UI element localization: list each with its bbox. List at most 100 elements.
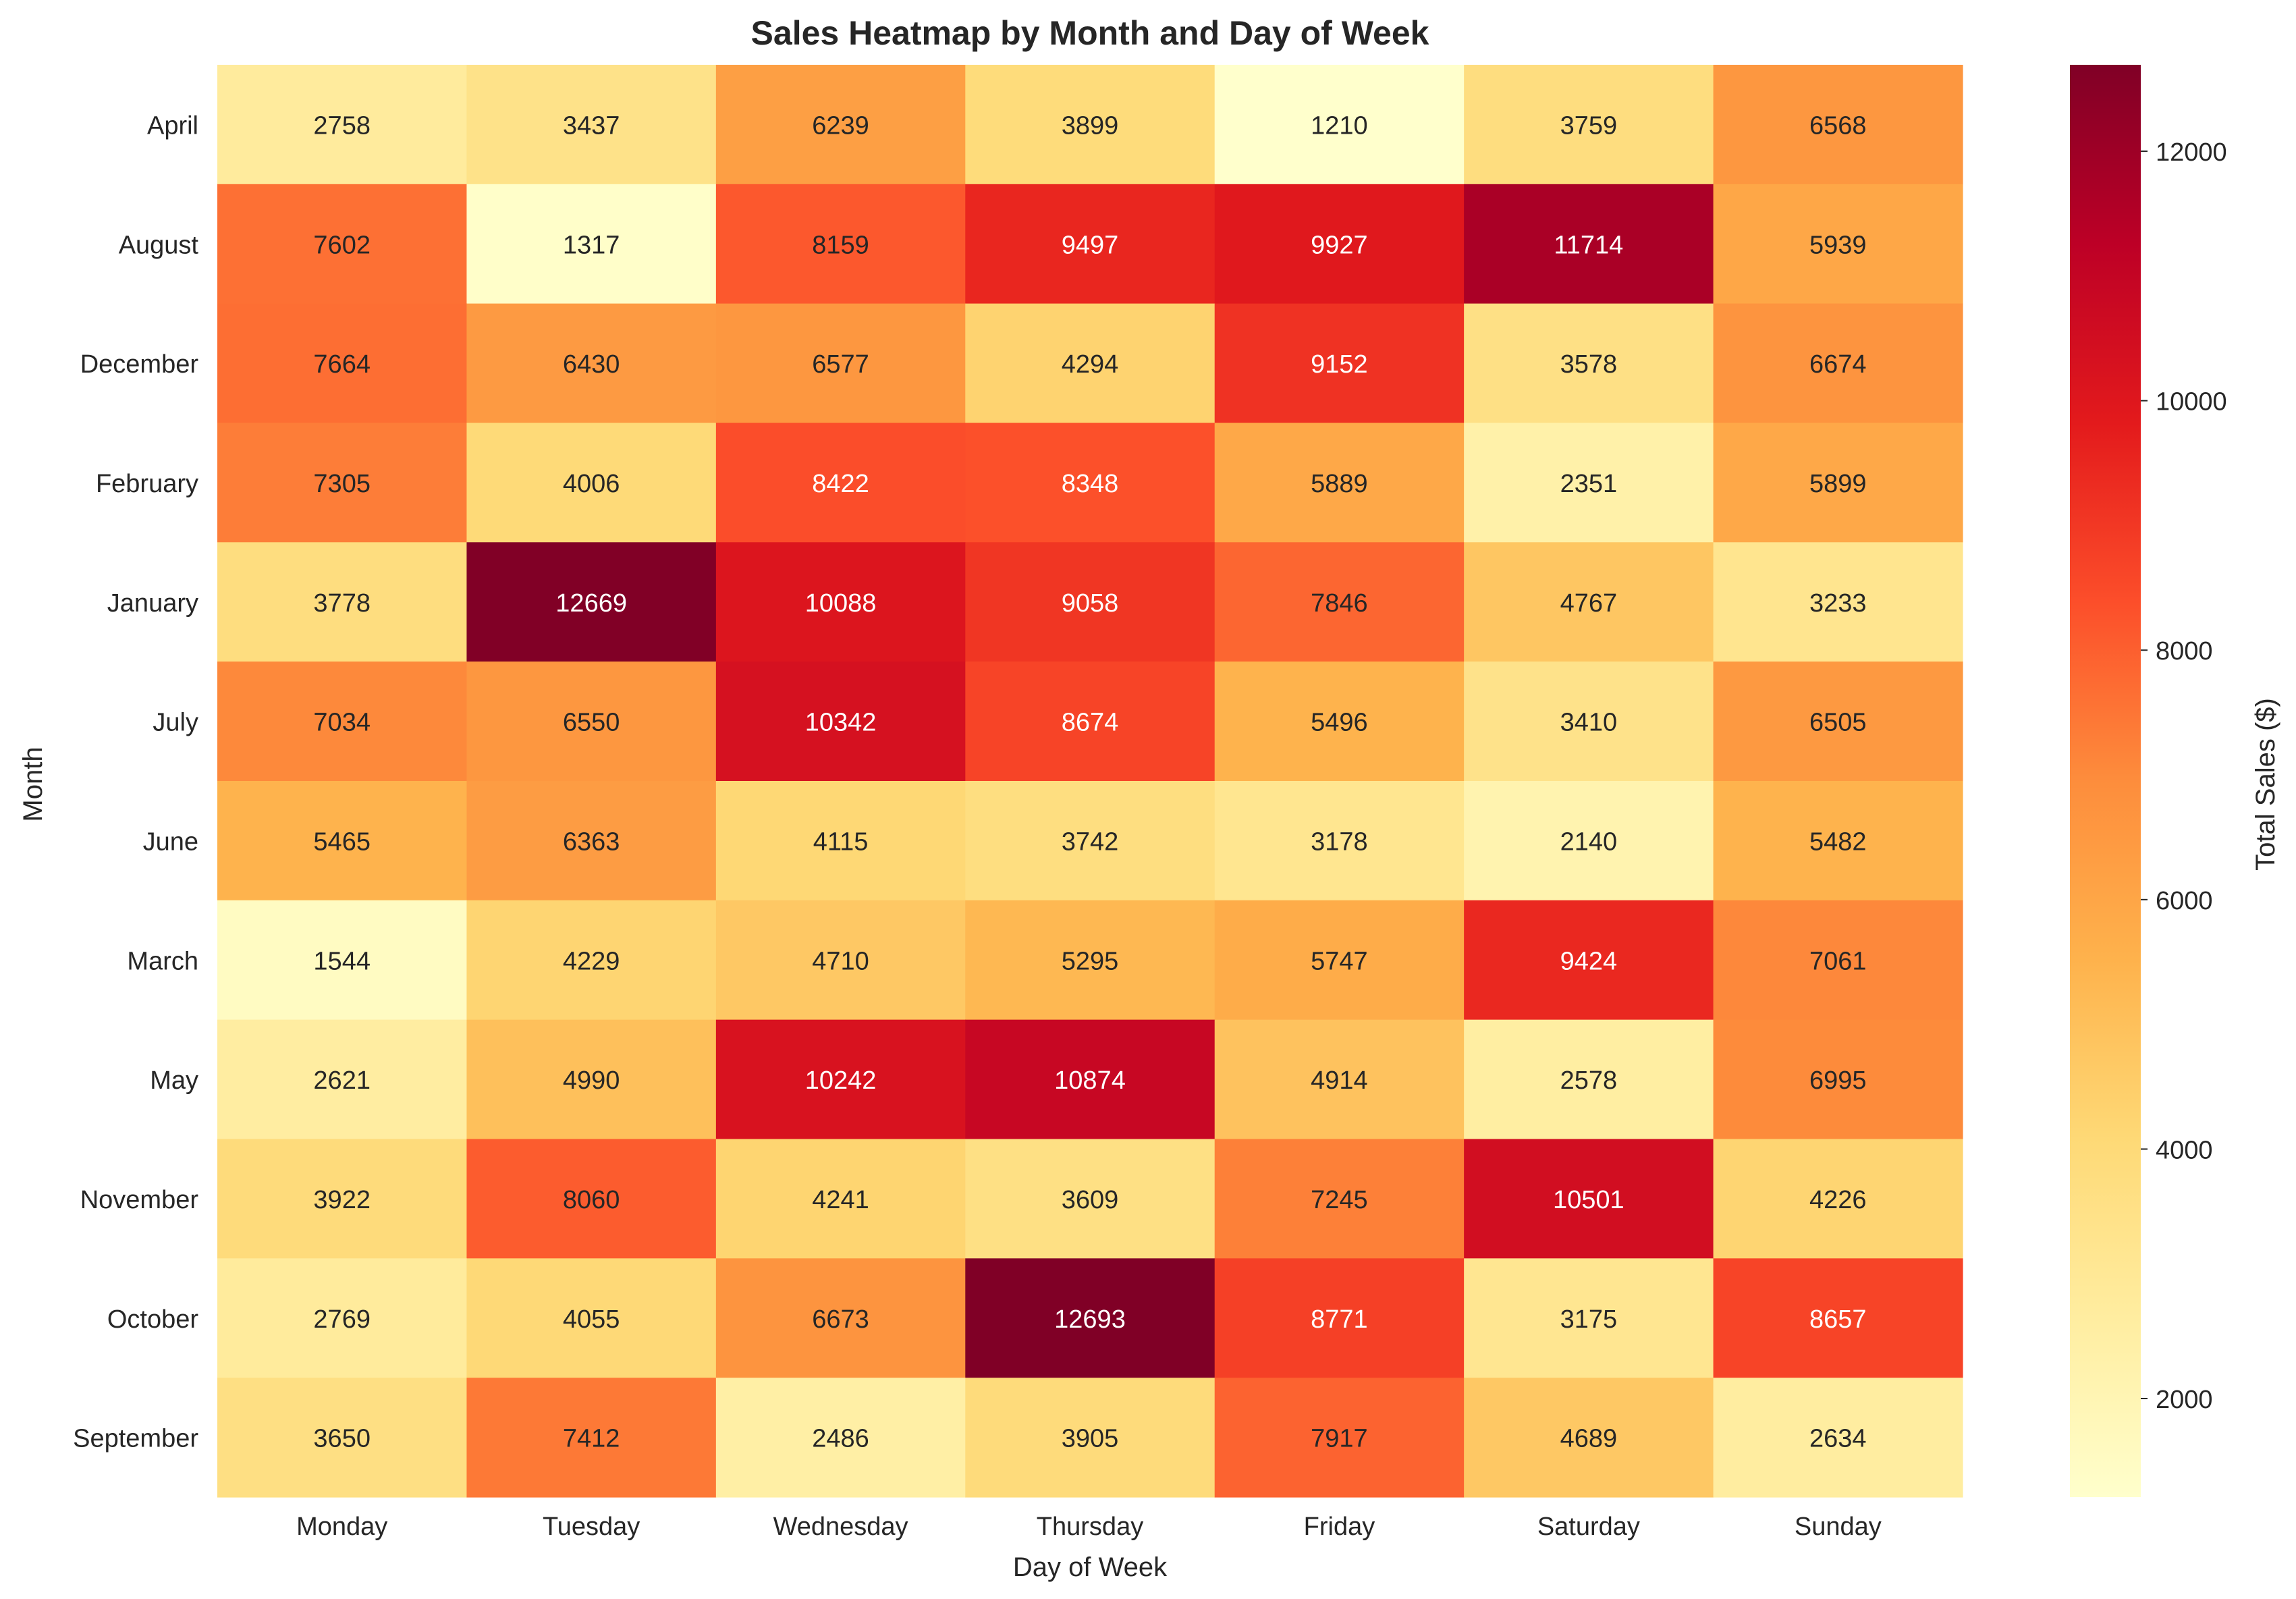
colorbar-tick-label: 12000 <box>2156 138 2227 167</box>
heatmap-cell <box>1713 1139 1963 1259</box>
heatmap-cell <box>1464 1258 1714 1378</box>
heatmap-cell <box>965 542 1215 662</box>
cell-value-label: 4226 <box>1809 1186 1867 1214</box>
cell-value-label: 8674 <box>1062 709 1119 737</box>
cell-value-label: 5747 <box>1311 947 1368 975</box>
cell-value-label: 7061 <box>1809 947 1867 975</box>
cell-value-label: 1210 <box>1311 111 1368 140</box>
y-tick-label: November <box>80 1186 199 1214</box>
cell-value-label: 10242 <box>805 1066 877 1095</box>
cell-value-label: 6430 <box>563 350 620 379</box>
cell-value-label: 2578 <box>1560 1066 1618 1095</box>
cell-value-label: 5465 <box>313 828 371 856</box>
x-tick-label: Monday <box>296 1513 387 1541</box>
cell-value-label: 9497 <box>1062 231 1119 259</box>
heatmap-cell <box>466 1378 717 1498</box>
heatmap-cell <box>1464 303 1714 424</box>
heatmap-cell <box>217 542 468 662</box>
heatmap-cell <box>715 65 966 185</box>
chart-title: Sales Heatmap by Month and Day of Week <box>751 14 1429 52</box>
cell-value-label: 10088 <box>805 589 877 618</box>
y-tick-labels: April August December February January July Ju… <box>73 111 198 1453</box>
cell-value-label: 2758 <box>313 111 371 140</box>
heatmap-cell <box>466 423 717 543</box>
heatmap-cell <box>217 65 468 185</box>
heatmap-cell <box>715 1378 966 1498</box>
cell-value-label: 9152 <box>1311 350 1368 379</box>
heatmap-cell <box>965 303 1215 424</box>
colorbar: 2000 4000 6000 8000 10000 12000 <box>2070 65 2227 1497</box>
y-tick-label: October <box>107 1305 199 1334</box>
heatmap-cell <box>715 1139 966 1259</box>
cell-value-label: 6674 <box>1809 350 1867 379</box>
heatmap-cell <box>715 1258 966 1378</box>
cell-value-label: 12693 <box>1054 1305 1126 1334</box>
cell-value-label: 2634 <box>1809 1425 1867 1453</box>
heatmap-cell <box>1713 184 1963 304</box>
heatmap-cell <box>1464 1019 1714 1140</box>
heatmap-cell <box>965 184 1215 304</box>
heatmap-cell <box>1214 1258 1465 1378</box>
x-tick-labels: Monday Tuesday Wednesday Thursday Friday Satu… <box>296 1513 1882 1541</box>
heatmap-cell <box>466 1258 717 1378</box>
cell-value-label: 3233 <box>1809 589 1867 618</box>
heatmap-cell <box>1214 542 1465 662</box>
heatmap-cell <box>965 65 1215 185</box>
x-tick-label: Friday <box>1304 1513 1375 1541</box>
heatmap-cell <box>1713 65 1963 185</box>
heatmap-cell <box>1214 1019 1465 1140</box>
heatmap-cell <box>1713 1258 1963 1378</box>
y-tick-label: July <box>153 709 198 737</box>
heatmap-cell <box>217 1139 468 1259</box>
heatmap-cell <box>1713 661 1963 782</box>
heatmap-cell <box>715 184 966 304</box>
colorbar-tick-label: 10000 <box>2156 388 2227 416</box>
heatmap-cell <box>217 423 468 543</box>
cell-value-label: 6995 <box>1809 1066 1867 1095</box>
heatmap-cell <box>217 661 468 782</box>
heatmap-cell <box>965 1258 1215 1378</box>
cell-value-label: 3778 <box>313 589 371 618</box>
cell-value-label: 3437 <box>563 111 620 140</box>
heatmap-cell <box>1713 1019 1963 1140</box>
cell-value-label: 5899 <box>1809 470 1867 498</box>
cell-value-label: 7245 <box>1311 1186 1368 1214</box>
heatmap-cell <box>466 661 717 782</box>
cell-value-label: 3178 <box>1311 828 1368 856</box>
heatmap-cell <box>466 184 717 304</box>
heatmap-cell <box>1214 423 1465 543</box>
cell-value-label: 2769 <box>313 1305 371 1334</box>
heatmap-cell <box>466 1139 717 1259</box>
cell-value-label: 1544 <box>313 947 371 975</box>
cell-value-label: 4990 <box>563 1066 620 1095</box>
cell-value-label: 6363 <box>563 828 620 856</box>
heatmap-cell <box>217 1378 468 1498</box>
cell-value-label: 3175 <box>1560 1305 1618 1334</box>
heatmap-cell <box>1713 781 1963 901</box>
heatmap-cell <box>1464 781 1714 901</box>
heatmap-cell <box>715 661 966 782</box>
cell-value-label: 7034 <box>313 709 371 737</box>
cell-value-label: 4229 <box>563 947 620 975</box>
x-tick-label: Wednesday <box>773 1513 908 1541</box>
cell-value-label: 2621 <box>313 1066 371 1095</box>
heatmap-cell <box>1464 1139 1714 1259</box>
cell-value-label: 6568 <box>1809 111 1867 140</box>
cell-value-label: 4294 <box>1062 350 1119 379</box>
heatmap-cell <box>965 781 1215 901</box>
cell-value-label: 2486 <box>812 1425 869 1453</box>
colorbar-tick-label: 8000 <box>2156 637 2213 666</box>
cell-value-label: 4914 <box>1311 1066 1368 1095</box>
heatmap-cell <box>1464 1378 1714 1498</box>
cell-value-label: 9424 <box>1560 947 1618 975</box>
heatmap-cell <box>1464 184 1714 304</box>
heatmap-cell <box>1214 65 1465 185</box>
cell-value-label: 7602 <box>313 231 371 259</box>
cell-value-label: 6577 <box>812 350 869 379</box>
cell-value-label: 3742 <box>1062 828 1119 856</box>
x-tick-label: Tuesday <box>543 1513 640 1541</box>
heatmap-cell <box>1214 661 1465 782</box>
heatmap-cell <box>715 781 966 901</box>
cell-value-label: 9927 <box>1311 231 1368 259</box>
